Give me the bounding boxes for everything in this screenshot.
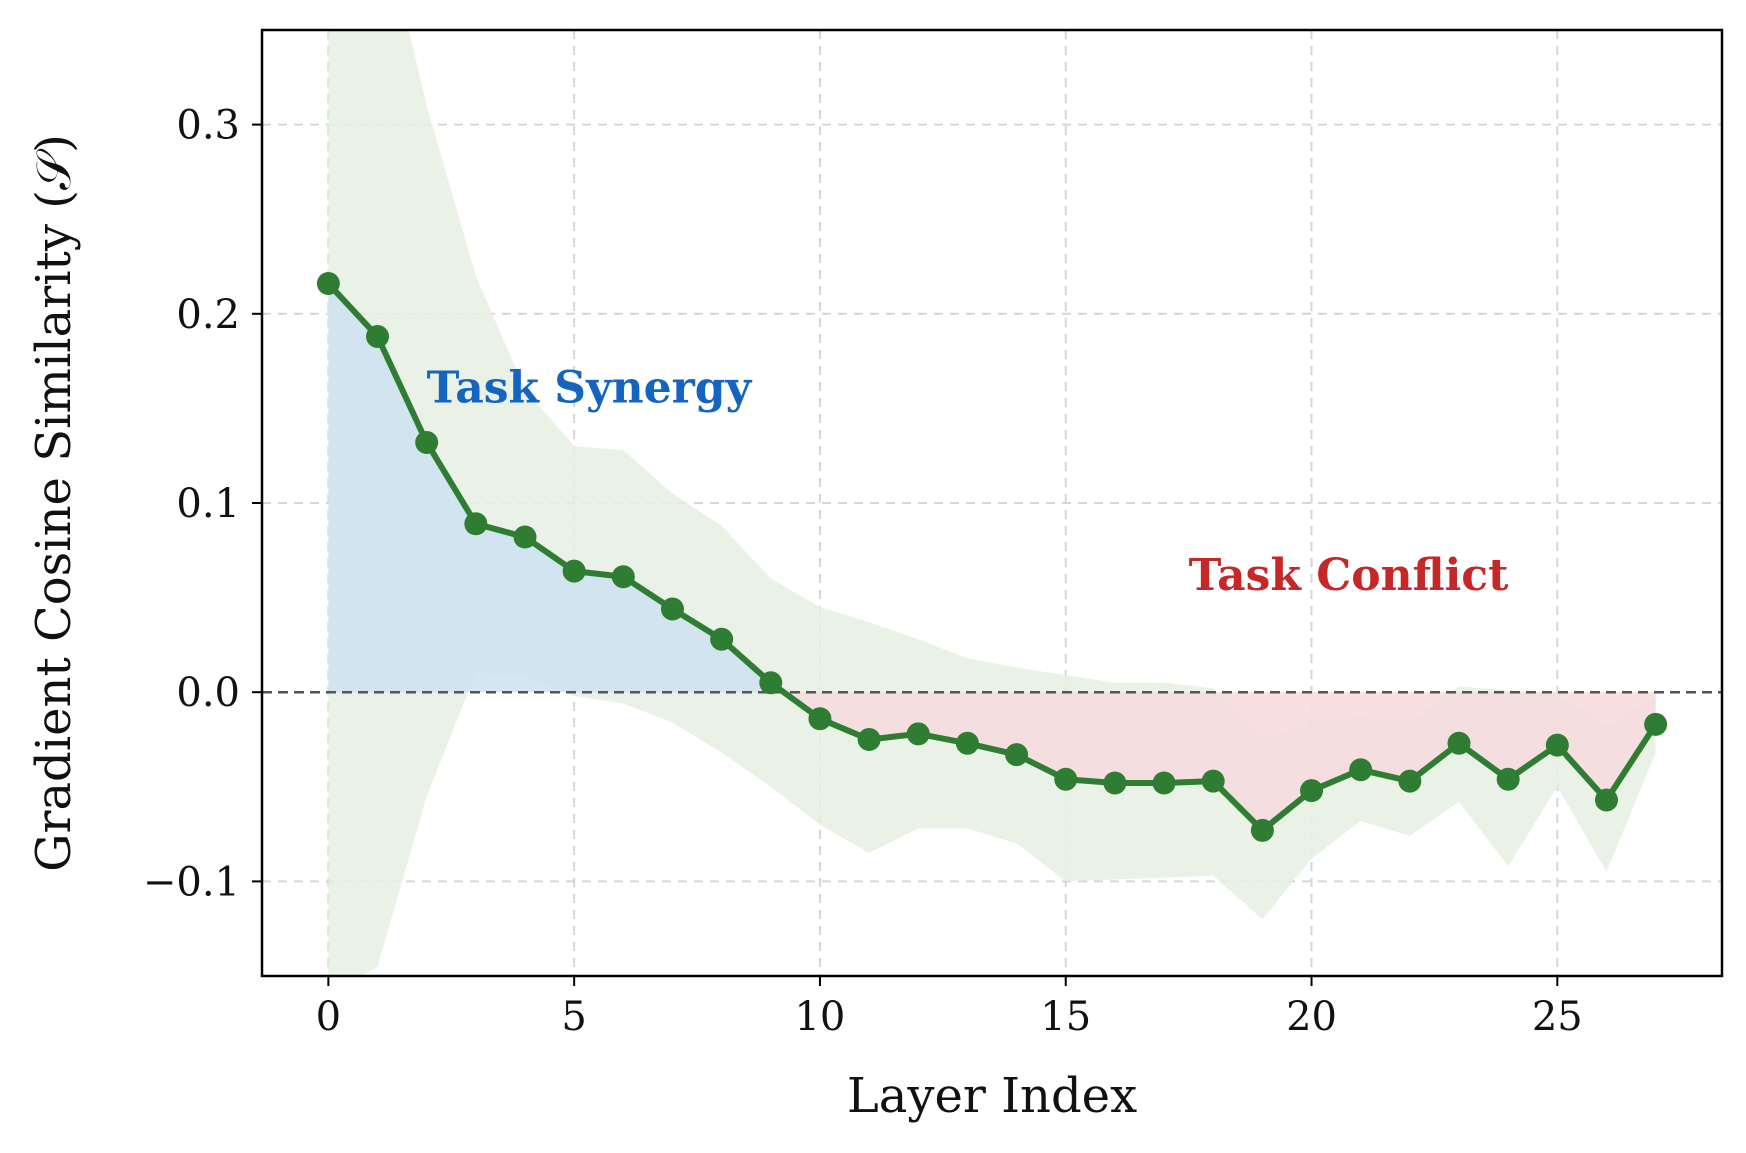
data-point: [1005, 743, 1029, 767]
data-point: [808, 707, 832, 731]
data-point: [562, 559, 586, 583]
y-axis-label: Gradient Cosine Similarity (𝒮): [26, 134, 82, 872]
data-point: [1545, 733, 1569, 757]
data-point: [1496, 767, 1520, 791]
annotation-label: Task Conflict: [1189, 550, 1509, 601]
x-tick-label: 20: [1286, 994, 1337, 1040]
y-tick-label: 0.1: [176, 481, 240, 527]
data-point: [1103, 771, 1127, 795]
data-point: [366, 325, 390, 349]
y-tick-label: −0.1: [143, 859, 240, 905]
data-point: [1250, 818, 1274, 842]
data-point: [660, 597, 684, 621]
data-point: [316, 272, 340, 296]
data-point: [1644, 712, 1668, 736]
data-point: [1152, 771, 1176, 795]
annotations: Task Synergy Task Conflict: [427, 363, 1509, 601]
data-point: [415, 430, 439, 454]
data-point: [1447, 731, 1471, 755]
data-point: [906, 722, 930, 746]
data-point: [759, 671, 783, 695]
data-point: [1398, 769, 1422, 793]
region-fills: [328, 283, 1656, 831]
series-line-path: [326, 281, 1659, 834]
y-tick-label: 0.2: [176, 292, 240, 338]
data-point: [1349, 758, 1373, 782]
data-point: [1594, 788, 1618, 812]
x-tick-label: 15: [1040, 994, 1091, 1040]
data-point: [710, 627, 734, 651]
x-tick-label: 10: [794, 994, 845, 1040]
data-point: [464, 512, 488, 536]
data-point: [611, 565, 635, 589]
x-tick-label: 0: [316, 994, 341, 1040]
y-tick-label: 0.3: [176, 103, 240, 149]
data-point: [1300, 779, 1324, 803]
series-line: [326, 281, 1659, 834]
conflict-region-fill: [783, 692, 1656, 831]
data-point: [955, 731, 979, 755]
axis-ticks: 0 5 10 15 20 25 −0.1 0.0 0.1 0.2 0.3: [143, 103, 1583, 1040]
synergy-region-fill: [328, 283, 784, 693]
y-tick-label: 0.0: [176, 670, 240, 716]
data-point: [1054, 767, 1078, 791]
x-tick-label: 5: [561, 994, 586, 1040]
x-tick-label: 25: [1532, 994, 1583, 1040]
x-axis-label: Layer Index: [847, 1068, 1137, 1124]
data-point: [857, 728, 881, 751]
data-point: [513, 525, 537, 549]
data-point: [1201, 769, 1225, 793]
confidence-band-area: [328, 30, 1656, 976]
confidence-band: [328, 30, 1656, 976]
data-points: [316, 272, 1668, 842]
annotation-label: Task Synergy: [427, 363, 753, 414]
